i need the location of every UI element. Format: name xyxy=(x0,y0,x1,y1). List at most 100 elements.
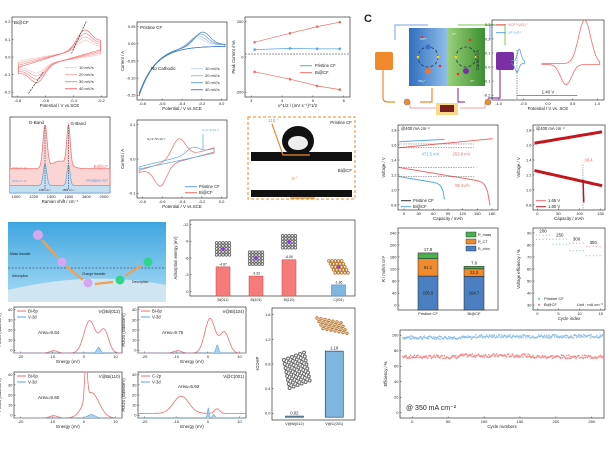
lattice-atom xyxy=(302,350,306,355)
y-tick-label: 90 xyxy=(527,230,532,235)
data-point: * xyxy=(599,245,601,250)
x-tick-label: -0.2 xyxy=(98,98,106,103)
lattice-atom xyxy=(299,360,304,364)
x-tick-label: -20 xyxy=(18,354,25,359)
lattice-atom xyxy=(325,327,329,331)
cv-curve xyxy=(17,29,102,83)
ee-point xyxy=(471,353,474,355)
legend-label: 10 mV/s xyxy=(205,66,220,71)
ce-point xyxy=(581,336,584,338)
ee-point xyxy=(505,355,508,358)
y-tick-label: -6 xyxy=(185,255,189,260)
segment-value: 17.8 xyxy=(424,247,433,252)
legend-label: 20 mV/s xyxy=(205,73,220,78)
bar-value-label: -4.87 xyxy=(219,262,227,266)
ee-point xyxy=(473,354,476,357)
y-tick-label: 0.0 xyxy=(130,156,136,161)
area-label: Area=9.64 xyxy=(38,330,60,335)
x-tick-label: 10 xyxy=(237,354,242,359)
bar-value-label: 1.18 xyxy=(330,346,339,351)
segment-value: 54.1 xyxy=(424,265,433,270)
ce-point xyxy=(462,335,465,338)
y-tick-label: 200 xyxy=(390,242,397,247)
series-label: Pristine CF xyxy=(86,178,108,183)
y-tick-label: 1.2 xyxy=(265,337,271,342)
lattice-atom xyxy=(221,250,225,254)
lattice-atom xyxy=(296,365,301,370)
ce-point xyxy=(560,335,562,338)
lattice-atom xyxy=(343,328,347,332)
lattice-atom xyxy=(339,265,344,269)
data-point: * xyxy=(582,249,584,254)
lattice-atom xyxy=(302,376,307,380)
vanadium-atom xyxy=(254,256,258,260)
ce-point xyxy=(532,335,534,337)
voltage2-axes xyxy=(532,124,606,211)
lattice-atom xyxy=(295,383,300,387)
ce-point xyxy=(569,336,572,339)
x-tick-label: -0.6 xyxy=(42,98,50,103)
x-tick-label: 0.0 xyxy=(219,101,225,106)
lattice-atom xyxy=(290,236,294,241)
lattice-atom xyxy=(287,242,291,247)
data-point: * xyxy=(592,254,594,259)
lattice-atom xyxy=(293,233,298,238)
ee-point xyxy=(436,354,439,357)
y-tick-label: 1.4 xyxy=(391,157,397,162)
lattice-atom xyxy=(341,330,345,335)
lattice-atom xyxy=(341,324,345,328)
ce-point xyxy=(492,335,495,338)
lattice-atom xyxy=(290,242,294,247)
ee-point xyxy=(561,356,564,359)
ee-point xyxy=(414,356,417,359)
ee-point xyxy=(560,356,562,359)
lattice-atom xyxy=(346,271,350,275)
pdos-curve-main xyxy=(138,317,246,354)
x-tick-label: -0.6 xyxy=(159,199,167,204)
legend-label: Pristine CF xyxy=(413,198,434,203)
x-tick-label: 250 xyxy=(588,419,595,424)
y-tick-label: 10 xyxy=(8,403,13,408)
lattice-atom xyxy=(214,250,219,254)
legend-label: 10 mV/s xyxy=(79,65,94,70)
lattice-atom xyxy=(284,239,288,244)
legend-label: VO²⁺/VO₂⁺ xyxy=(508,22,528,27)
y-tick-label: 0.05 xyxy=(128,24,137,29)
ce-point xyxy=(545,334,548,337)
x-axis-label: Capacity / mAh xyxy=(433,216,463,221)
x-tick-label: 180 xyxy=(489,211,496,216)
data-point xyxy=(288,47,292,50)
pump-icon xyxy=(403,98,411,106)
ce-point xyxy=(520,336,522,339)
x-tick-label: 3 xyxy=(250,98,253,103)
legend-label: 30 mV/s xyxy=(79,79,94,84)
x-tick-label: 0.5 xyxy=(570,101,576,106)
lattice-atom xyxy=(257,253,261,257)
pdos-curve-v3d xyxy=(14,414,122,419)
guide-line xyxy=(71,20,88,54)
ce-point xyxy=(447,337,449,340)
lattice-atom xyxy=(260,250,265,254)
lattice-atom xyxy=(214,244,219,248)
lattice-atom xyxy=(289,372,294,377)
lattice-atom xyxy=(321,320,325,324)
pdos-curve-v3d xyxy=(138,344,246,354)
legend-label: Bi@CF xyxy=(315,70,329,75)
x-tick-label: -0.8 xyxy=(14,98,22,103)
ee-point xyxy=(462,353,464,355)
sample-label: Bi@CF xyxy=(338,168,353,173)
x-tick-label: 0.0 xyxy=(219,199,225,204)
ce-point xyxy=(408,336,411,339)
legend-label: Pristine CF xyxy=(199,184,220,189)
y-tick-label: 40 xyxy=(8,372,13,377)
ee-point xyxy=(560,354,563,357)
ee-point xyxy=(437,355,440,357)
ce-point xyxy=(550,337,552,339)
lattice-atom xyxy=(218,241,222,245)
annotation: No Cathodic xyxy=(151,66,177,71)
y-tick-label: 0.0 xyxy=(485,64,491,69)
y-tick-label: 1.6 xyxy=(526,142,532,147)
x-tick-label: 150 xyxy=(474,211,481,216)
y-tick-label: 0 xyxy=(10,348,13,353)
area-label: Area=9.75 xyxy=(162,330,184,335)
